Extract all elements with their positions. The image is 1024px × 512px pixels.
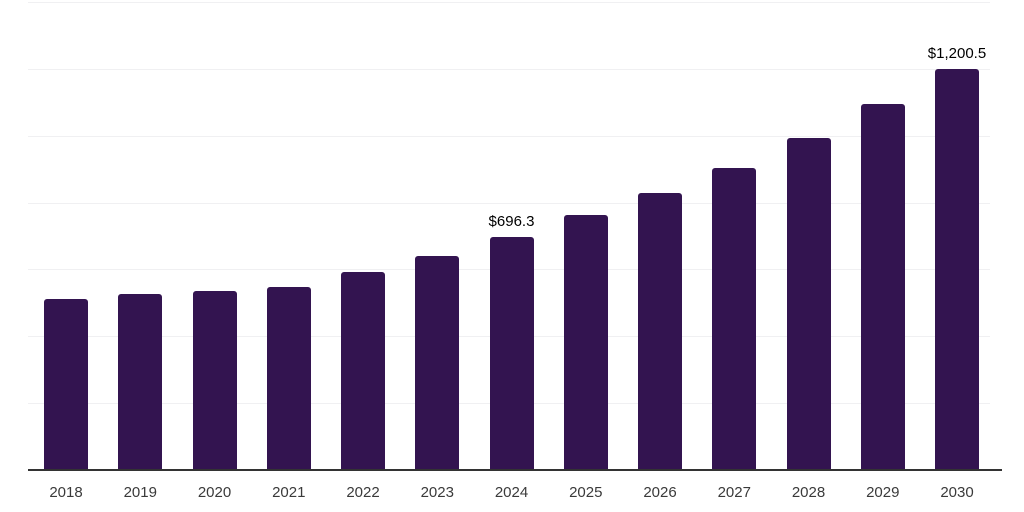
gridline <box>28 202 990 204</box>
bar-2029 <box>860 104 905 469</box>
bar-2027 <box>712 167 757 469</box>
x-tick-label-2025: 2025 <box>569 484 603 501</box>
gridline <box>28 135 990 137</box>
x-axis-line <box>28 469 1002 471</box>
x-tick-label-2023: 2023 <box>420 484 454 501</box>
x-tick-label-2018: 2018 <box>49 484 83 501</box>
bar-2023 <box>415 256 460 469</box>
x-tick-label-2019: 2019 <box>123 484 157 501</box>
gridline <box>28 68 990 70</box>
bar-2022 <box>341 271 385 469</box>
bar-2025 <box>563 215 608 469</box>
x-tick-label-2026: 2026 <box>643 484 677 501</box>
bar-2026 <box>638 192 682 469</box>
bar-value-label-2030: $1,200.5 <box>927 44 987 62</box>
x-tick-label-2022: 2022 <box>346 484 380 501</box>
bar-2020 <box>192 290 237 469</box>
bar-2021 <box>266 287 311 469</box>
bar-2028 <box>786 138 831 469</box>
x-tick-label-2020: 2020 <box>197 484 232 501</box>
x-tick-label-2030: 2030 <box>940 484 974 501</box>
x-tick-label-2021: 2021 <box>272 484 306 501</box>
bar-2019 <box>118 293 163 469</box>
x-tick-label-2027: 2027 <box>717 484 751 501</box>
x-tick-label-2029: 2029 <box>866 484 900 501</box>
bar-value-label-2024: $696.3 <box>488 213 535 231</box>
gridline <box>28 2 990 3</box>
bar-2030 <box>935 68 979 469</box>
x-tick-label-2024: 2024 <box>494 484 529 501</box>
bar-2018 <box>44 298 88 469</box>
bar-2024 <box>489 237 534 469</box>
x-tick-label-2028: 2028 <box>791 484 826 501</box>
